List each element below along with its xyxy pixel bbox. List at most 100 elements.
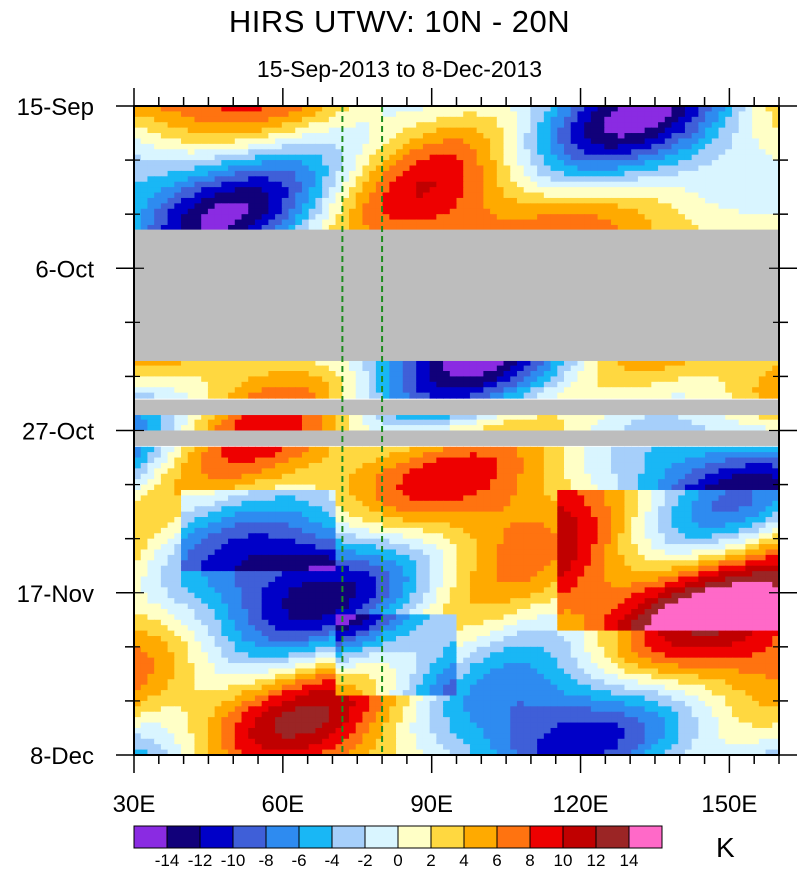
field-cell [678,133,686,140]
field-cell [241,387,249,394]
field-cell [671,484,679,491]
field-cell [658,495,666,502]
field-cell [557,165,565,172]
field-cell [422,116,431,123]
field-cell [194,376,202,383]
field-cell [469,214,478,221]
field-cell [201,208,209,215]
field-cell [624,506,632,513]
field-cell [349,511,357,518]
field-cell [409,462,417,469]
field-cell [543,425,552,432]
field-cell [765,489,773,496]
field-cell [429,452,437,459]
field-cell [214,544,222,551]
field-cell [194,479,202,486]
field-cell [590,224,599,231]
field-cell [718,495,726,502]
field-cell [516,387,525,394]
field-cell [194,446,202,453]
field-cell [503,489,511,496]
field-cell [335,419,343,426]
field-cell [570,517,579,524]
field-cell [476,517,484,524]
field-cell [349,376,357,383]
field-cell [328,495,337,502]
field-cell [725,506,733,513]
field-cell [577,360,585,367]
field-cell [389,479,397,486]
field-cell [422,365,431,372]
field-cell [698,371,706,378]
field-cell [160,170,169,177]
field-cell [254,111,263,118]
field-cell [416,468,424,475]
field-cell [443,392,451,399]
field-cell [402,517,411,524]
field-cell [590,500,599,507]
field-cell [382,484,390,491]
field-cell [530,489,538,496]
field-cell [268,116,276,123]
field-cell [281,116,290,123]
field-cell [443,138,451,145]
field-cell [402,224,411,231]
field-cell [167,106,175,113]
field-cell [510,208,518,215]
field-cell [644,517,652,524]
field-cell [194,133,202,140]
field-cell [288,473,296,480]
field-cell [516,203,525,210]
field-cell [422,133,431,140]
field-cell [389,197,397,204]
field-cell [503,462,511,469]
field-cell [174,106,182,113]
field-cell [355,446,364,453]
field-cell [671,462,679,469]
field-cell [718,170,726,177]
field-cell [160,154,169,161]
field-cell [691,371,699,378]
field-cell [187,192,196,199]
field-cell [604,187,612,194]
field-cell [369,224,377,231]
field-cell [187,197,196,204]
field-cell [738,203,747,210]
field-cell [221,500,229,507]
field-cell [207,425,216,432]
field-cell [543,208,552,215]
field-cell [187,371,196,378]
field-cell [167,181,175,188]
field-cell [570,111,579,118]
field-cell [483,176,491,183]
field-cell [429,187,437,194]
field-cell [402,170,411,177]
field-cell [328,452,337,459]
field-cell [234,138,243,145]
field-cell [254,506,263,513]
field-cell [570,365,579,372]
field-cell [248,544,256,551]
field-cell [664,127,673,134]
field-cell [570,446,579,453]
field-cell [422,538,431,545]
field-cell [604,203,612,210]
field-cell [577,143,585,150]
field-cell [718,419,726,426]
field-cell [678,462,686,469]
field-cell [725,484,733,491]
field-cell [503,149,511,156]
field-cell [705,457,713,464]
field-cell [281,446,290,453]
field-cell [483,133,491,140]
field-cell [537,106,545,113]
field-cell [725,479,733,486]
field-cell [550,365,558,372]
field-cell [416,517,424,524]
field-cell [214,419,222,426]
field-cell [160,149,169,156]
field-cell [644,122,652,129]
field-cell [584,500,592,507]
field-cell [449,365,458,372]
field-cell [174,425,182,432]
